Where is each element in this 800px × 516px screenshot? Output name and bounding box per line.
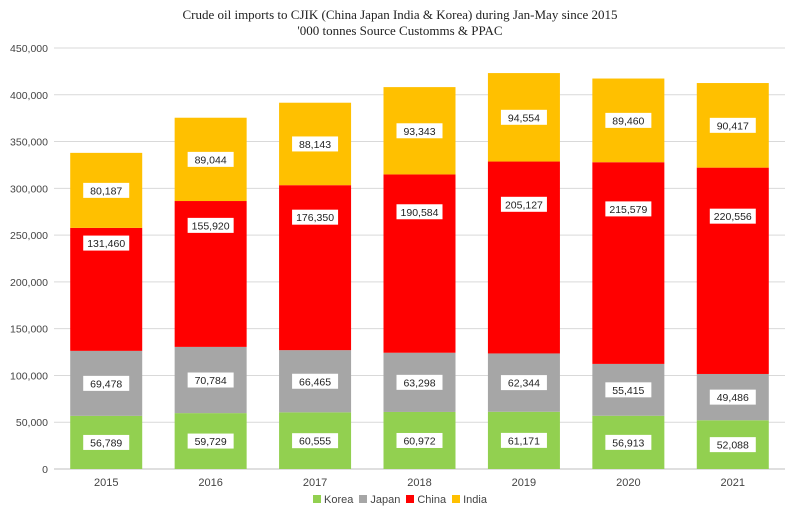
- legend-label: Korea: [324, 494, 354, 506]
- data-label-box: [83, 434, 130, 450]
- x-tick-label: 2015: [94, 477, 118, 489]
- data-label: 215,579: [609, 204, 647, 216]
- data-label: 63,298: [403, 377, 435, 389]
- data-label-box: [605, 434, 652, 450]
- x-tick-label: 2017: [303, 477, 327, 489]
- data-label-box: [396, 374, 443, 390]
- y-tick-label: 100,000: [10, 370, 48, 382]
- data-label-box: [605, 382, 652, 398]
- chart-title: Crude oil imports to CJIK (China Japan I…: [182, 7, 618, 22]
- legend-label: China: [417, 494, 447, 506]
- data-label: 88,143: [299, 139, 331, 151]
- y-tick-label: 0: [42, 464, 48, 476]
- legend-swatch: [452, 495, 461, 503]
- data-label: 62,344: [508, 378, 540, 390]
- data-label: 59,729: [195, 436, 227, 448]
- y-tick-label: 250,000: [10, 230, 48, 242]
- data-label: 56,789: [90, 437, 122, 449]
- data-label-box: [500, 375, 547, 391]
- data-label: 69,478: [90, 378, 122, 390]
- data-label-box: [500, 109, 547, 125]
- data-label: 90,417: [717, 120, 749, 132]
- data-label: 89,460: [612, 115, 644, 127]
- legend-item-india: India: [452, 494, 487, 506]
- data-label-box: [187, 217, 234, 233]
- data-label: 89,044: [195, 154, 227, 166]
- data-label: 60,972: [403, 435, 435, 447]
- data-label: 155,920: [192, 220, 230, 232]
- legend-swatch: [359, 495, 368, 503]
- legend-swatch: [313, 495, 322, 503]
- legend-item-japan: Japan: [359, 494, 400, 506]
- data-label-box: [292, 136, 339, 152]
- data-label: 55,415: [612, 385, 644, 397]
- y-tick-label: 150,000: [10, 324, 48, 336]
- bar-china: [696, 167, 769, 374]
- data-label: 94,554: [508, 112, 540, 124]
- data-label-box: [605, 201, 652, 217]
- data-label-box: [187, 433, 234, 449]
- data-label-box: [292, 209, 339, 225]
- legend-label: India: [463, 494, 487, 506]
- legend-label: Japan: [370, 494, 401, 506]
- x-tick-label: 2019: [512, 477, 536, 489]
- data-label-box: [83, 182, 130, 198]
- data-label-box: [396, 123, 443, 139]
- data-label-box: [709, 208, 756, 224]
- x-tick-label: 2021: [721, 477, 745, 489]
- data-label: 80,187: [90, 185, 122, 197]
- data-label-box: [187, 372, 234, 388]
- x-tick-label: 2016: [198, 477, 222, 489]
- data-label-box: [709, 117, 756, 133]
- y-tick-label: 200,000: [10, 277, 48, 289]
- y-tick-label: 50,000: [16, 417, 48, 429]
- legend-item-korea: Korea: [313, 494, 353, 506]
- data-label-box: [500, 432, 547, 448]
- data-label: 220,556: [714, 211, 752, 223]
- legend: Korea Japan China India: [0, 494, 800, 506]
- legend-swatch: [406, 495, 415, 503]
- data-label: 61,171: [508, 435, 540, 447]
- data-label: 60,555: [299, 436, 331, 448]
- data-label-box: [605, 112, 652, 128]
- data-label-box: [292, 373, 339, 389]
- data-label-box: [709, 437, 756, 453]
- bar-china: [487, 161, 560, 354]
- data-label: 131,460: [87, 238, 125, 250]
- data-label-box: [709, 389, 756, 405]
- data-label: 190,584: [401, 207, 439, 219]
- data-label-box: [500, 196, 547, 212]
- data-label: 49,486: [717, 392, 749, 404]
- data-label-box: [396, 204, 443, 220]
- bar-china: [592, 162, 665, 364]
- y-tick-label: 350,000: [10, 137, 48, 149]
- data-label: 66,465: [299, 376, 331, 388]
- data-label: 93,343: [403, 126, 435, 138]
- data-label-box: [83, 235, 130, 251]
- y-tick-label: 400,000: [10, 90, 48, 102]
- data-label-box: [396, 432, 443, 448]
- x-tick-label: 2018: [407, 477, 431, 489]
- data-label: 56,913: [612, 437, 644, 449]
- data-label-box: [292, 433, 339, 449]
- y-tick-label: 300,000: [10, 183, 48, 195]
- x-tick-label: 2020: [616, 477, 640, 489]
- data-label: 70,784: [195, 375, 227, 387]
- data-label-box: [187, 151, 234, 167]
- legend-item-china: China: [406, 494, 446, 506]
- chart-subtitle: '000 tonnes Source Customms & PPAC: [297, 23, 503, 38]
- data-label: 176,350: [296, 212, 334, 224]
- data-label: 52,088: [717, 440, 749, 452]
- bar-china: [383, 174, 456, 353]
- data-label: 205,127: [505, 199, 543, 211]
- data-label-box: [83, 375, 130, 391]
- y-tick-label: 450,000: [10, 43, 48, 55]
